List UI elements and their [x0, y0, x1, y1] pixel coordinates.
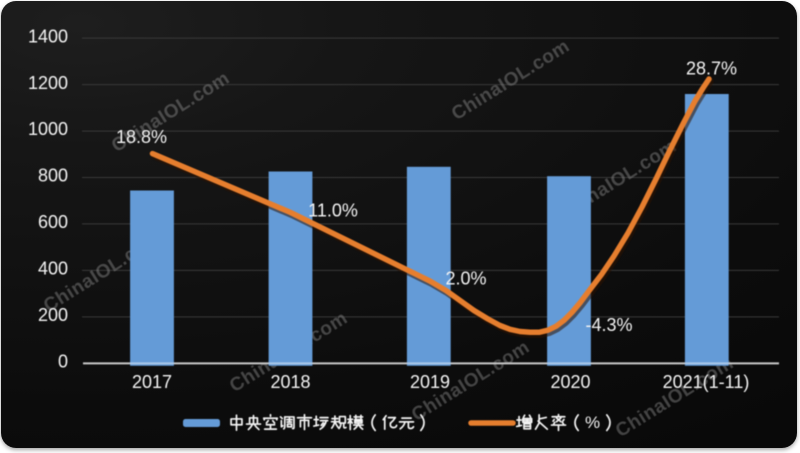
svg-text:1400: 1400 — [28, 26, 68, 46]
svg-text:2020: 2020 — [550, 372, 590, 392]
svg-text:18.8%: 18.8% — [116, 127, 167, 147]
svg-text:11.0%: 11.0% — [308, 201, 358, 221]
svg-text:2.0%: 2.0% — [445, 268, 486, 288]
svg-text:1000: 1000 — [28, 119, 68, 139]
svg-text:2021(1-11): 2021(1-11) — [663, 372, 750, 392]
svg-text:2019: 2019 — [410, 372, 450, 392]
svg-text:800: 800 — [38, 166, 68, 186]
svg-text:2018: 2018 — [270, 372, 310, 392]
svg-text:ChinaIOL.com: ChinaIOL.com — [448, 36, 573, 125]
svg-text:28.7%: 28.7% — [686, 59, 737, 79]
svg-text:600: 600 — [38, 212, 68, 232]
svg-text:200: 200 — [38, 305, 68, 325]
svg-text:0: 0 — [58, 352, 68, 372]
svg-text:1200: 1200 — [28, 73, 68, 93]
svg-text:400: 400 — [38, 259, 68, 279]
svg-text:-4.3%: -4.3% — [585, 315, 632, 335]
svg-text:2017: 2017 — [132, 372, 172, 392]
svg-text:%: % — [585, 413, 600, 432]
svg-text:ChinaIOL.com: ChinaIOL.com — [612, 353, 737, 442]
